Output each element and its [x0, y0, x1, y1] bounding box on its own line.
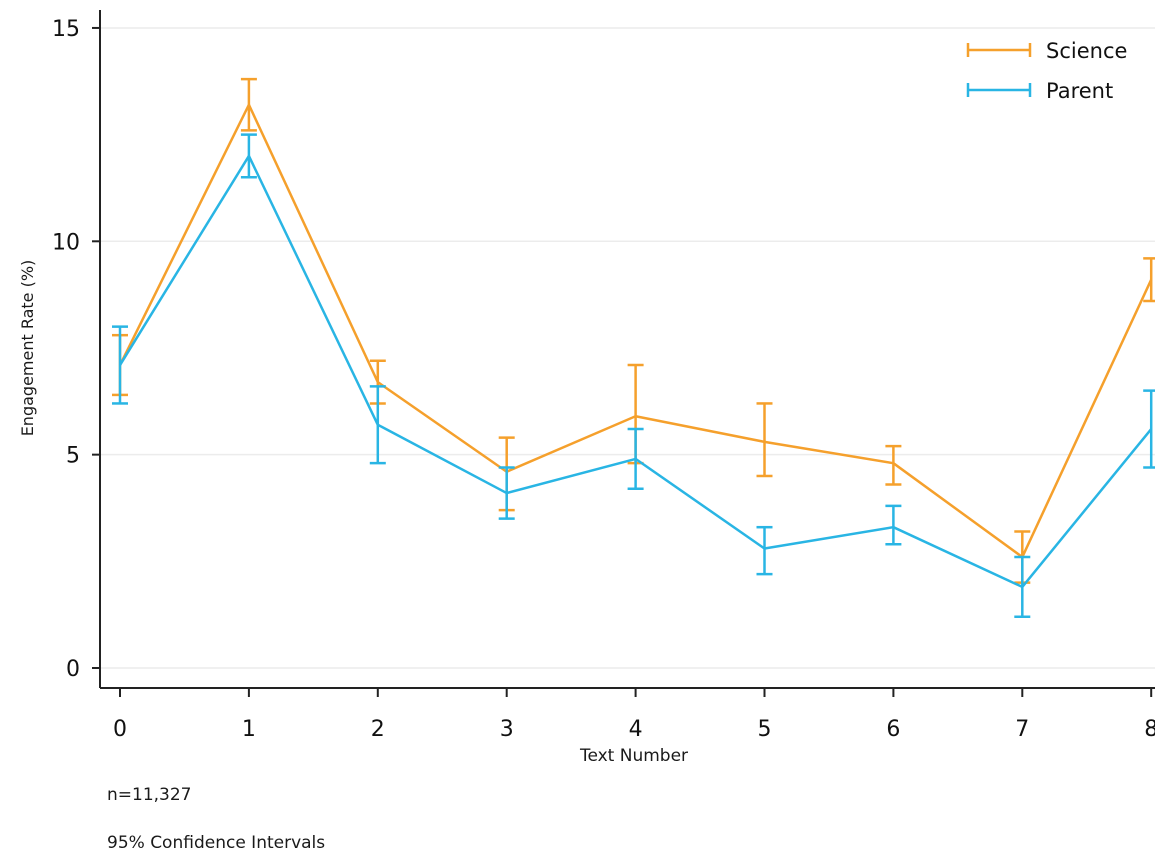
error-bar-parent-8 [1143, 389, 1155, 469]
y-tick-label-0: 0 [66, 657, 80, 682]
error-bar-science-8 [1143, 257, 1155, 303]
series-science [112, 77, 1155, 584]
chart: 0 5 10 15 0 1 2 3 4 5 6 7 8 Science Parent Engagemen… [18, 10, 1155, 766]
series-layer [112, 77, 1155, 619]
legend-item-parent: Parent [966, 79, 1113, 103]
series-parent [112, 133, 1155, 619]
sample-size-note: n=11,327 [107, 785, 192, 805]
x-tick-label-1: 1 [242, 717, 256, 742]
y-tick-label-15: 15 [52, 17, 80, 42]
error-bar-science-6 [885, 444, 902, 486]
x-tick-label-4: 4 [629, 717, 643, 742]
x-tick-label-0: 0 [113, 717, 127, 742]
error-bar-parent-7 [1014, 555, 1031, 619]
legend-item-science: Science [966, 39, 1127, 63]
gridlines [101, 27, 1155, 669]
error-bar-science-5 [756, 402, 773, 478]
x-tick-label-8: 8 [1144, 717, 1155, 742]
x-tick-label-7: 7 [1015, 717, 1029, 742]
y-axis-label: Engagement Rate (%) [18, 260, 37, 437]
x-axis-label: Text Number [579, 746, 688, 766]
error-bar-science-1 [240, 77, 257, 132]
x-tick-label-3: 3 [500, 717, 514, 742]
y-tick-label-10: 10 [52, 230, 80, 255]
y-tick-label-5: 5 [66, 444, 80, 469]
error-bar-parent-6 [885, 504, 902, 546]
error-bar-parent-2 [369, 385, 386, 465]
legend-label-science: Science [1046, 39, 1127, 63]
error-bar-parent-3 [498, 466, 515, 520]
error-bar-parent-0 [112, 325, 128, 405]
error-bar-parent-5 [756, 525, 773, 576]
error-bar-parent-4 [627, 427, 644, 491]
y-ticks: 0 5 10 15 [52, 17, 100, 682]
x-tick-label-5: 5 [758, 717, 772, 742]
x-ticks: 0 1 2 3 4 5 6 7 8 [113, 688, 1155, 742]
error-bar-parent-1 [240, 133, 257, 179]
legend: Science Parent [966, 39, 1127, 103]
x-tick-label-6: 6 [886, 717, 900, 742]
legend-label-parent: Parent [1046, 79, 1113, 103]
confidence-note: 95% Confidence Intervals [107, 833, 326, 853]
x-tick-label-2: 2 [371, 717, 385, 742]
